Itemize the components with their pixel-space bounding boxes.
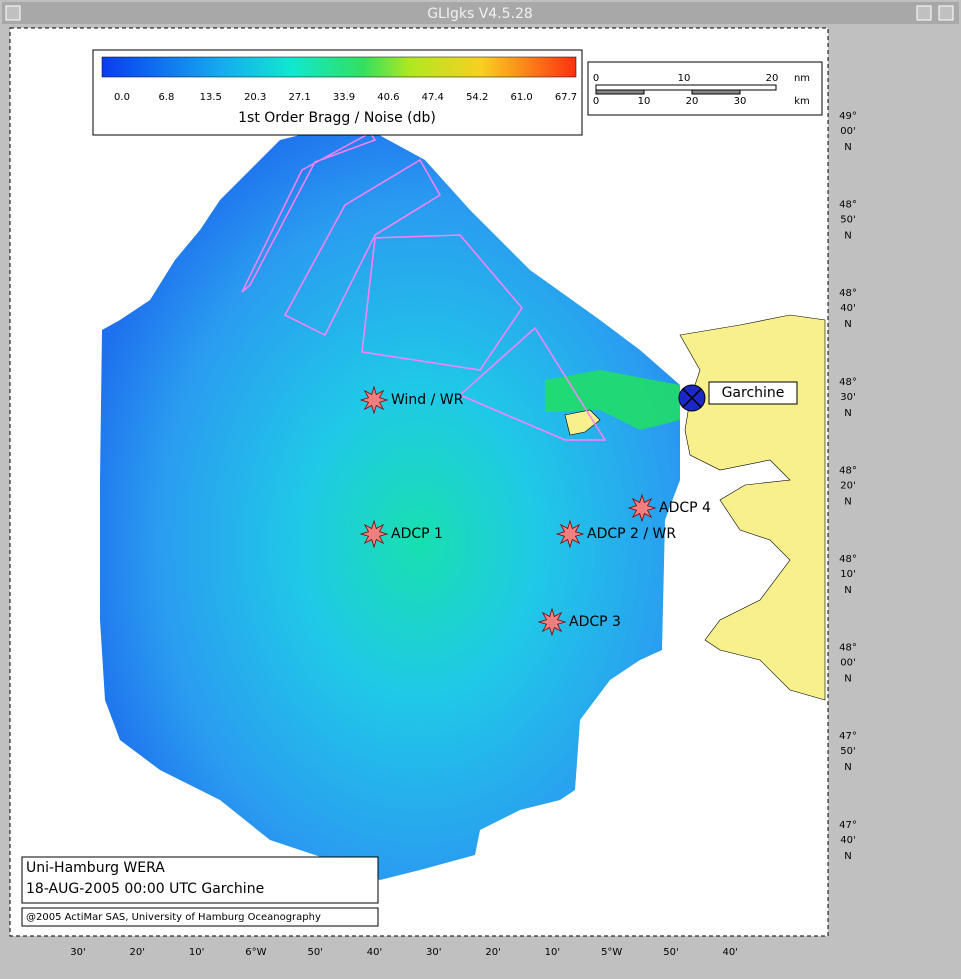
minimize-button[interactable] xyxy=(916,5,932,21)
lon-label: 10' xyxy=(545,947,560,958)
colorbar-tick-label: 20.3 xyxy=(244,92,266,103)
lon-label: 40' xyxy=(723,947,738,958)
colorbar-tick-label: 6.8 xyxy=(158,92,174,103)
lat-min: 40' xyxy=(840,835,855,846)
colorbar-tick-label: 33.9 xyxy=(333,92,355,103)
lat-hem: N xyxy=(844,585,851,596)
scale-nm-label: 0 xyxy=(593,73,599,84)
lat-hem: N xyxy=(844,851,851,862)
site-label: Garchine xyxy=(722,385,785,401)
lat-hem: N xyxy=(844,319,851,330)
lat-min: 00' xyxy=(840,126,855,137)
lat-deg: 48° xyxy=(839,643,857,654)
lat-min: 20' xyxy=(840,480,855,491)
scale-km-label: 30 xyxy=(734,96,747,107)
site-cross xyxy=(682,388,702,408)
radar-coverage xyxy=(100,130,680,880)
colorbar-tick-label: 61.0 xyxy=(510,92,532,103)
copyright: @2005 ActiMar SAS, University of Hamburg… xyxy=(26,912,321,923)
colorbar-tick-label: 54.2 xyxy=(466,92,488,103)
scale-nm xyxy=(595,84,777,91)
lat-hem: N xyxy=(844,674,851,685)
colorbar-label: 1st Order Bragg / Noise (db) xyxy=(238,110,436,126)
lat-deg: 48° xyxy=(839,377,857,388)
scale-km-label: 10 xyxy=(638,96,651,107)
info-line: 18-AUG-2005 00:00 UTC Garchine xyxy=(26,881,264,897)
land xyxy=(564,314,826,701)
scale-km2 xyxy=(691,89,741,95)
lat-deg: 47° xyxy=(839,820,857,831)
lat-deg: 48° xyxy=(839,554,857,565)
high-snr-zone xyxy=(545,370,680,430)
lat-deg: 48° xyxy=(839,465,857,476)
lat-hem: N xyxy=(844,496,851,507)
lat-min: 50' xyxy=(840,215,855,226)
station-label: ADCP 3 xyxy=(569,614,621,630)
lon-label: 10' xyxy=(189,947,204,958)
station-marker xyxy=(359,385,389,415)
station-label: ADCP 2 / WR xyxy=(587,526,676,542)
lon-label: 30' xyxy=(70,947,85,958)
scale-nm-label: 20 xyxy=(766,73,779,84)
colorbar-tick-label: 40.6 xyxy=(377,92,399,103)
scale-km xyxy=(595,89,645,95)
lat-min: 00' xyxy=(840,658,855,669)
station-marker xyxy=(359,519,389,549)
colorbar xyxy=(101,56,577,78)
lon-label: 5°W xyxy=(601,947,622,958)
station-marker xyxy=(555,519,585,549)
menu-button[interactable] xyxy=(5,5,21,21)
lon-label: 30' xyxy=(426,947,441,958)
scale-nm-unit: nm xyxy=(794,73,810,84)
station-label: Wind / WR xyxy=(391,392,464,408)
scale-km-label: 20 xyxy=(686,96,699,107)
station-marker xyxy=(627,493,657,523)
lat-deg: 49° xyxy=(839,111,857,122)
lat-hem: N xyxy=(844,231,851,242)
info-line: Uni-Hamburg WERA xyxy=(26,860,165,876)
lat-hem: N xyxy=(844,762,851,773)
lat-deg: 48° xyxy=(839,200,857,211)
lat-min: 30' xyxy=(840,392,855,403)
lat-min: 10' xyxy=(840,569,855,580)
lon-label: 50' xyxy=(663,947,678,958)
station-marker xyxy=(537,607,567,637)
lat-min: 50' xyxy=(840,746,855,757)
lat-hem: N xyxy=(844,142,851,153)
maximize-button[interactable] xyxy=(938,5,954,21)
zones xyxy=(241,132,607,441)
copyright-box xyxy=(21,907,379,927)
lat-deg: 47° xyxy=(839,731,857,742)
colorbar-tick-label: 67.7 xyxy=(555,92,577,103)
scale-nm-label: 10 xyxy=(678,73,691,84)
lon-label: 50' xyxy=(307,947,322,958)
lon-label: 40' xyxy=(367,947,382,958)
scale-km-unit: km xyxy=(794,96,810,107)
window-title: GLIgks V4.5.28 xyxy=(427,6,533,22)
title-bar xyxy=(2,2,959,24)
lat-deg: 48° xyxy=(839,288,857,299)
colorbar-tick-label: 13.5 xyxy=(200,92,222,103)
lon-label: 6°W xyxy=(245,947,266,958)
lon-label: 20' xyxy=(130,947,145,958)
colorbar-tick-label: 47.4 xyxy=(422,92,444,103)
scale-km-label: 0 xyxy=(593,96,599,107)
colorbar-tick-label: 27.1 xyxy=(288,92,310,103)
station-label: ADCP 4 xyxy=(659,500,711,516)
lat-min: 40' xyxy=(840,303,855,314)
station-label: ADCP 1 xyxy=(391,526,443,542)
info-box xyxy=(21,856,379,904)
colorbar-tick-label: 0.0 xyxy=(114,92,130,103)
lon-label: 20' xyxy=(485,947,500,958)
site-box xyxy=(708,381,798,405)
lat-hem: N xyxy=(844,408,851,419)
